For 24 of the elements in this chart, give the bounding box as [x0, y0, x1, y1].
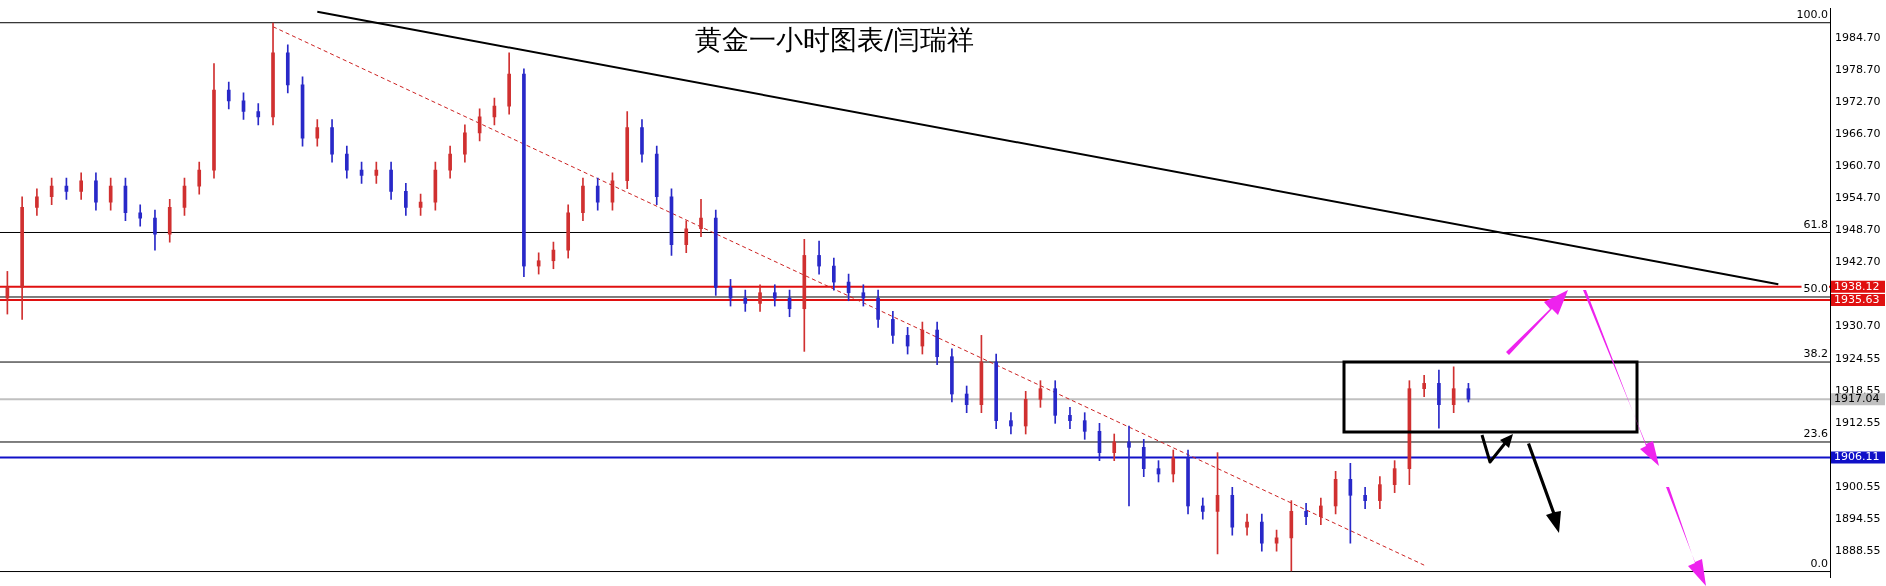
annotation: 61.8 — [1803, 217, 1828, 231]
y-tick-label: 1972.70 — [1835, 95, 1881, 109]
annotation: 38.2 — [1803, 347, 1828, 361]
text: 黄金一小时图表/闫瑞祥 — [695, 23, 975, 57]
y-tick-label: 1930.70 — [1835, 319, 1881, 333]
y-tick-label: 1954.70 — [1835, 191, 1881, 205]
y-tick-label: 1960.70 — [1835, 159, 1881, 173]
y-tick-label: 1912.55 — [1835, 415, 1881, 429]
y-tick-label: 1948.70 — [1835, 223, 1881, 237]
y-tick-label: 1984.70 — [1835, 31, 1881, 45]
y-tick-label: 1924.55 — [1835, 351, 1881, 365]
y-tick-label: 1900.55 — [1835, 479, 1881, 493]
y-tick-label: 1978.70 — [1835, 63, 1881, 77]
y-tick-label: 1966.70 — [1835, 127, 1881, 141]
y-tick-label: 1888.55 — [1835, 543, 1881, 557]
ref-line-label: 1938.12 — [1834, 279, 1880, 293]
y-tick-label: 1894.55 — [1835, 511, 1881, 525]
y-tick-label: 1942.70 — [1835, 255, 1881, 269]
annotation: 100.0 — [1796, 8, 1828, 22]
annotation: 0.0 — [1810, 556, 1828, 570]
annotation: 50.0 — [1803, 282, 1828, 296]
annotation: 23.6 — [1803, 427, 1828, 441]
ref-line-label: 1935.63 — [1834, 292, 1880, 306]
ref-line-label: 1906.11 — [1834, 450, 1880, 464]
